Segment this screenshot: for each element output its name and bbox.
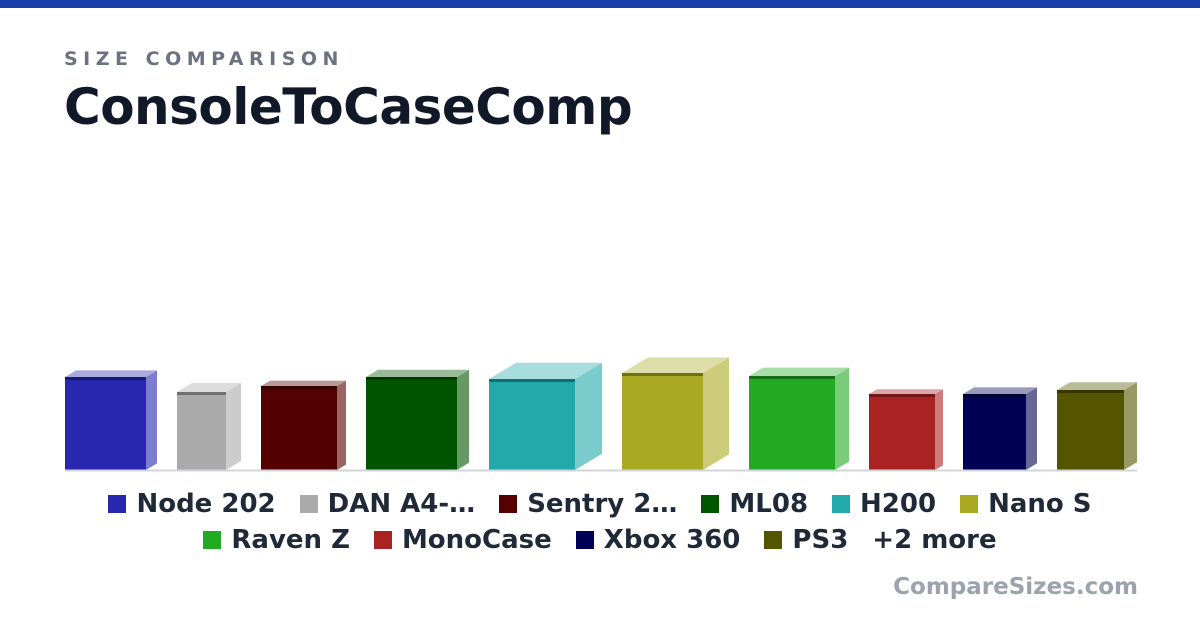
legend-item: Sentry 2…	[499, 489, 677, 519]
bar-front	[1057, 390, 1124, 470]
bar-side	[226, 383, 241, 470]
legend-label: Nano S	[988, 489, 1092, 519]
legend-label: Xbox 360	[603, 525, 741, 555]
legend-swatch	[764, 531, 783, 549]
bar-side	[1124, 382, 1137, 470]
legend-item: ML08	[701, 489, 808, 519]
bar-side	[575, 362, 602, 470]
bar-top	[622, 357, 729, 373]
bar-top	[489, 362, 602, 379]
legend-item: Node 202	[108, 489, 276, 519]
bar-front	[261, 386, 337, 470]
bar-side	[703, 357, 729, 470]
bar-front	[963, 394, 1026, 470]
bar	[489, 362, 602, 470]
legend-more-label: +2 more	[872, 525, 997, 555]
bar-front	[177, 392, 226, 470]
legend-swatch	[832, 495, 851, 513]
bar-side	[146, 370, 157, 470]
bar-top	[261, 380, 346, 386]
bar	[1057, 382, 1137, 470]
legend-swatch	[960, 495, 979, 513]
bar-side	[835, 367, 849, 470]
bar	[749, 367, 849, 470]
bar	[177, 383, 241, 470]
legend-label: DAN A4-…	[327, 489, 476, 519]
legend-swatch	[299, 495, 318, 513]
brand-watermark: CompareSizes.com	[893, 574, 1138, 600]
legend-item: Nano S	[960, 489, 1092, 519]
bar-top	[1057, 382, 1137, 390]
bar-top-edge	[177, 392, 226, 395]
bar-front	[749, 376, 835, 470]
bar	[65, 370, 157, 470]
bar-top	[366, 369, 469, 377]
legend-row-2: Raven Z MonoCase Xbox 360 PS3 +2 more	[0, 522, 1200, 558]
legend-label: MonoCase	[401, 525, 552, 555]
legend-label: Raven Z	[231, 525, 350, 555]
bar-side	[1026, 387, 1037, 470]
legend-swatch	[373, 531, 392, 549]
legend-swatch	[203, 531, 222, 549]
legend-item: H200	[832, 489, 936, 519]
bar-front	[489, 379, 575, 470]
bar	[963, 387, 1037, 470]
bar	[261, 380, 346, 470]
bars-group	[65, 357, 1137, 470]
bar	[869, 389, 943, 470]
legend-swatch	[108, 495, 127, 513]
bar-top-edge	[1057, 390, 1124, 393]
legend-swatch	[499, 495, 518, 513]
legend-row-1: Node 202 DAN A4-… Sentry 2… ML08 H200 Na…	[0, 486, 1200, 522]
legend-item: Xbox 360	[575, 525, 741, 555]
eyebrow-label: SIZE COMPARISON	[64, 48, 344, 70]
bar-top-edge	[65, 377, 146, 380]
bar-front	[65, 377, 146, 470]
legend-label: PS3	[792, 525, 849, 555]
bar-top-edge	[489, 379, 575, 382]
legend-swatch	[701, 495, 720, 513]
bar-top	[749, 367, 849, 376]
legend-item: Raven Z	[203, 525, 350, 555]
bar-top-edge	[366, 377, 457, 380]
bar-top-edge	[963, 394, 1026, 397]
legend-item: DAN A4-…	[299, 489, 476, 519]
legend-label: ML08	[729, 489, 809, 519]
bar-top	[65, 370, 157, 377]
bar	[366, 369, 469, 470]
bar-side	[935, 389, 943, 470]
bar-top	[869, 389, 943, 394]
bar-top-edge	[261, 386, 337, 389]
bar-top-edge	[869, 394, 935, 397]
bar-front	[366, 377, 457, 470]
bar-top-edge	[622, 373, 703, 376]
bar-side	[337, 380, 346, 470]
page-title: ConsoleToCaseComp	[64, 78, 633, 136]
bar-front	[869, 394, 935, 470]
bar-top	[177, 383, 241, 392]
bar-side	[457, 369, 469, 470]
legend-swatch	[575, 531, 594, 549]
legend-item: MonoCase	[373, 525, 552, 555]
legend-label: Node 202	[136, 489, 276, 519]
legend-label: Sentry 2…	[527, 489, 678, 519]
bar-front	[622, 373, 703, 470]
bar-top-edge	[749, 376, 835, 379]
legend-item: PS3	[764, 525, 848, 555]
bar	[622, 357, 729, 470]
legend: Node 202 DAN A4-… Sentry 2… ML08 H200 Na…	[0, 486, 1200, 558]
top-accent-bar	[0, 0, 1200, 8]
legend-label: H200	[860, 489, 937, 519]
bar-top	[963, 387, 1037, 394]
